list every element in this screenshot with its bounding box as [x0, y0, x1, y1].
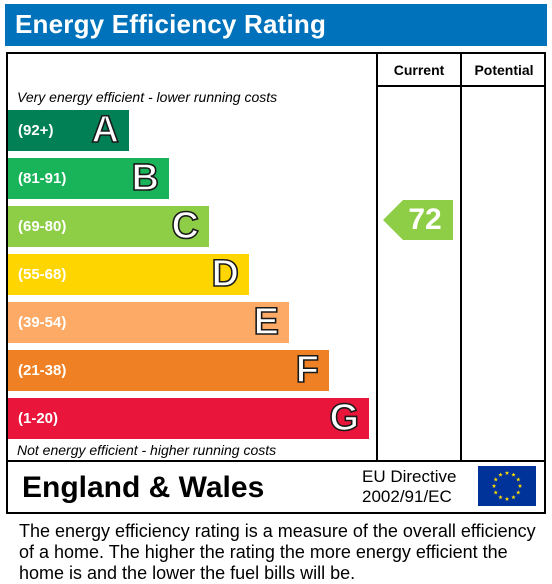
current-rating-value: 72	[408, 203, 442, 236]
potential-column-header: Potential	[474, 62, 534, 78]
header-divider	[378, 85, 546, 87]
current-arrow-shape	[383, 200, 453, 240]
band-range-label: (39-54)	[18, 314, 67, 331]
directive-line-2: 2002/91/EC	[362, 487, 452, 506]
eu-star-icon	[493, 490, 498, 495]
footer: England & Wales EU Directive 2002/91/EC	[6, 462, 546, 514]
band-a: (92+) A	[8, 109, 129, 152]
inefficient-note: Not energy efficient - higher running co…	[17, 442, 277, 458]
band-letter: A	[91, 109, 120, 152]
eu-star-icon	[498, 472, 503, 477]
current-column-header: Current	[393, 62, 445, 78]
rating-chart: Current Potential Very energy efficient …	[6, 52, 546, 462]
eu-star-icon	[511, 472, 516, 477]
band-letter: F	[295, 349, 320, 392]
band-f: (21-38) F	[8, 349, 329, 392]
band-range-label: (69-80)	[18, 218, 67, 235]
current-column-divider	[376, 54, 378, 460]
band-letter: D	[211, 253, 240, 296]
eu-star-icon	[504, 470, 510, 475]
efficient-note: Very energy efficient - lower running co…	[17, 89, 278, 105]
current-rating-arrow: 72	[383, 200, 453, 240]
rating-description: The energy efficiency rating is a measur…	[19, 521, 536, 583]
band-range-label: (1-20)	[18, 410, 59, 427]
band-c: (69-80) C	[8, 205, 209, 248]
eu-star-icon	[498, 494, 503, 500]
directive-line-1: EU Directive	[362, 467, 457, 486]
eu-star-icon	[511, 494, 516, 500]
band-range-label: (92+)	[18, 122, 54, 139]
band-letter: B	[131, 157, 160, 200]
eu-directive: EU Directive 2002/91/EC	[362, 467, 456, 507]
eu-star-icon	[493, 477, 498, 482]
band-letter: G	[329, 397, 360, 440]
eu-flag-icon	[478, 466, 536, 506]
band-b: (81-91) B	[8, 157, 169, 200]
eu-star-icon	[516, 490, 521, 495]
band-letter: E	[253, 301, 280, 344]
eu-star-icon	[504, 496, 510, 501]
band-letter: C	[171, 205, 200, 248]
chart-title: Energy Efficiency Rating	[15, 9, 327, 39]
header-bar: Energy Efficiency Rating	[5, 4, 547, 46]
band-d: (55-68) D	[8, 253, 249, 296]
band-g: (1-20) G	[8, 397, 369, 440]
eu-star-icon	[516, 477, 521, 482]
band-range-label: (55-68)	[18, 266, 67, 283]
potential-column-divider	[460, 54, 462, 460]
eu-star-icon	[491, 483, 497, 488]
band-e: (39-54) E	[8, 301, 289, 344]
region-label: England & Wales	[22, 471, 265, 504]
band-range-label: (21-38)	[18, 362, 67, 379]
eu-star-icon	[517, 483, 523, 488]
band-range-label: (81-91)	[18, 170, 67, 187]
